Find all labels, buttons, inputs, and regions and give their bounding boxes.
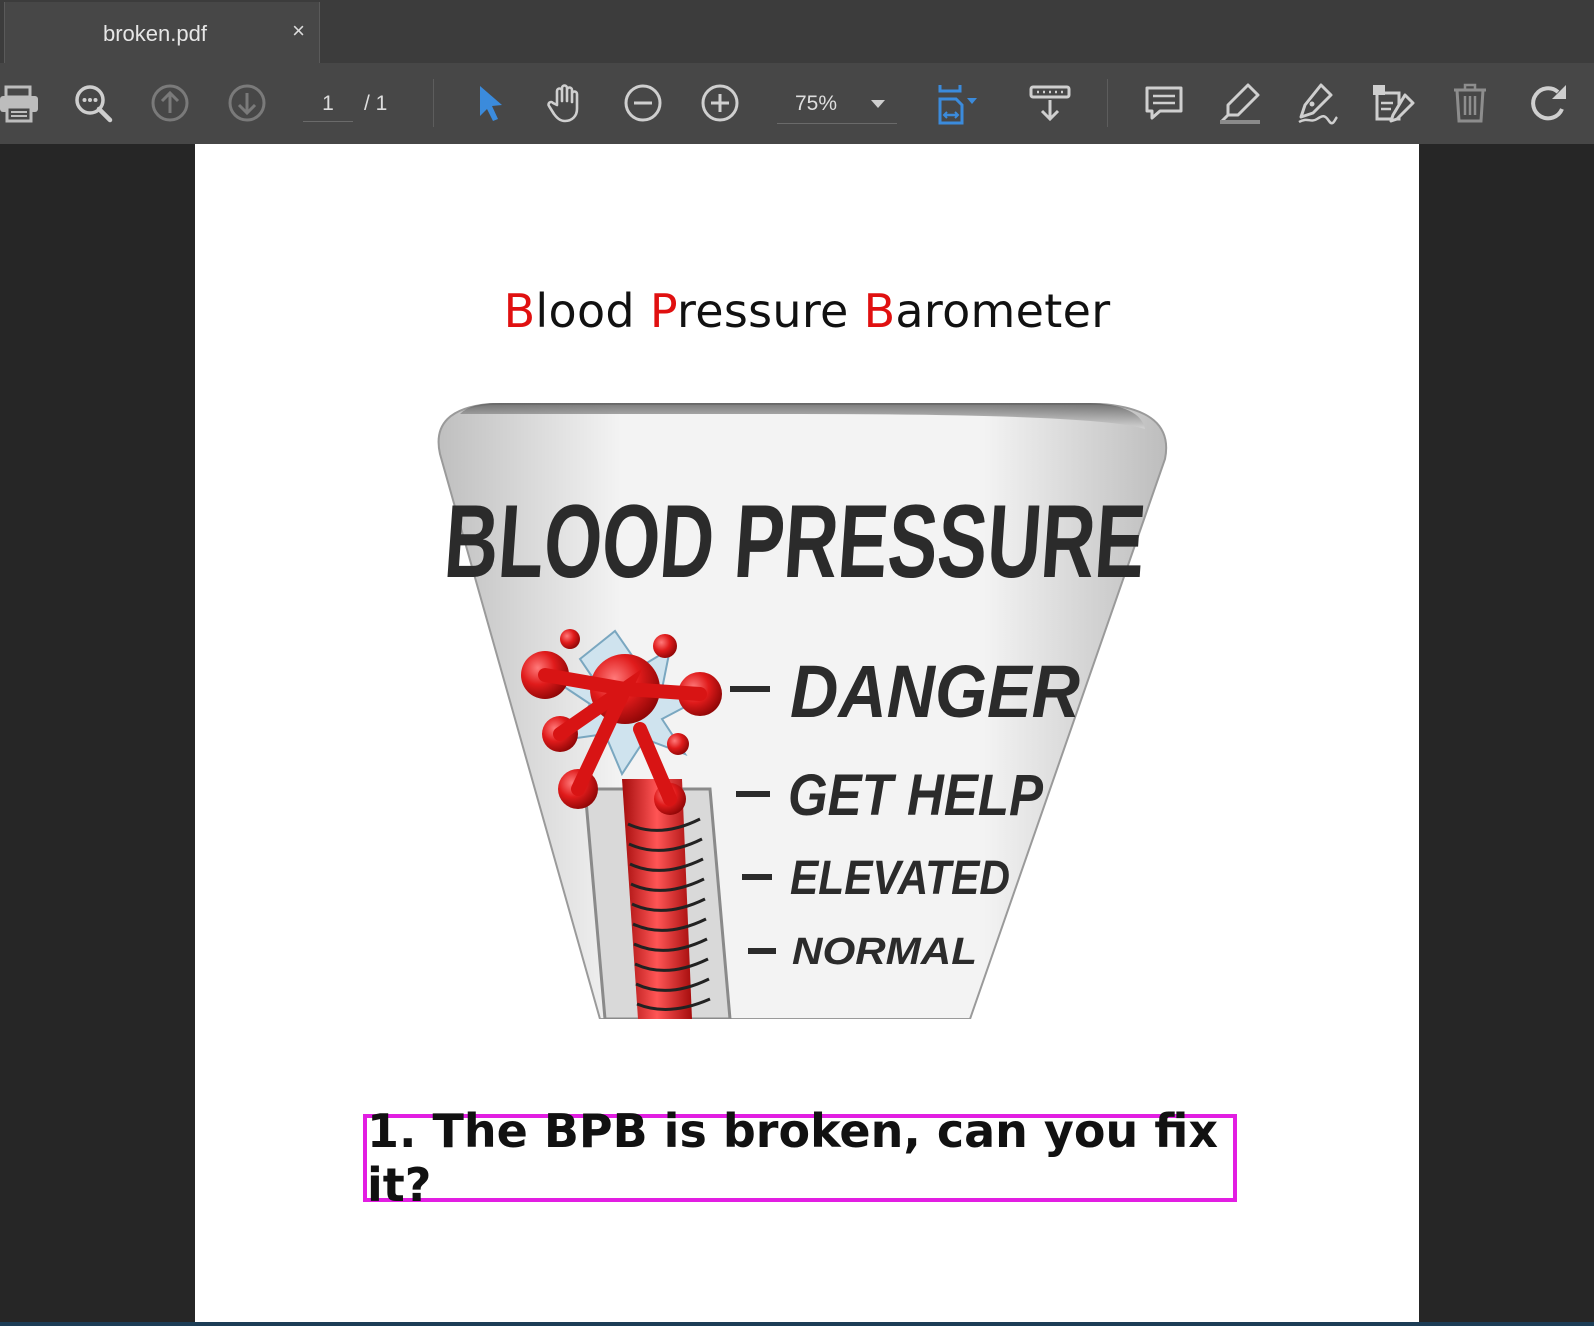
zoom-value: 75% bbox=[795, 92, 838, 115]
title-letter-b2: B bbox=[863, 284, 896, 338]
comment-icon bbox=[1145, 86, 1183, 120]
close-tab-icon[interactable]: × bbox=[292, 18, 305, 43]
title-text-lood: lood bbox=[535, 284, 650, 338]
previous-page-button[interactable] bbox=[144, 77, 196, 129]
pdf-page: Blood Pressure Barometer bbox=[195, 144, 1419, 1326]
hand-tool-button[interactable] bbox=[540, 77, 592, 129]
page-options-icon bbox=[1029, 85, 1071, 122]
delete-button[interactable] bbox=[1444, 77, 1496, 129]
level-get-help: GET HELP bbox=[788, 763, 1043, 828]
gauge-heading: BLOOD PRESSURE bbox=[441, 484, 1149, 600]
zoom-out-icon bbox=[624, 84, 662, 122]
next-page-button[interactable] bbox=[221, 77, 273, 129]
fill-form-icon bbox=[1373, 85, 1415, 123]
taskbar-edge bbox=[0, 1322, 1594, 1326]
tab-bar: broken.pdf × bbox=[0, 0, 1594, 63]
toolbar: 1 / 1 bbox=[0, 63, 1594, 144]
title-text-arometer: arometer bbox=[895, 284, 1111, 338]
highlighter-icon bbox=[1220, 83, 1260, 124]
arrow-down-circle-icon bbox=[228, 84, 266, 122]
title-letter-b: B bbox=[503, 284, 536, 338]
level-danger: DANGER bbox=[790, 650, 1080, 733]
tab-broken-pdf[interactable]: broken.pdf × bbox=[4, 2, 320, 63]
level-elevated: ELEVATED bbox=[790, 852, 1010, 905]
comment-button[interactable] bbox=[1138, 77, 1190, 129]
level-normal: NORMAL bbox=[792, 931, 977, 973]
tab-title: broken.pdf bbox=[103, 21, 207, 46]
rotate-button[interactable] bbox=[1522, 77, 1574, 129]
zoom-select[interactable]: 75% bbox=[777, 87, 897, 124]
page-number-input[interactable]: 1 bbox=[303, 87, 353, 122]
toolbar-divider bbox=[433, 79, 434, 127]
fill-form-button[interactable] bbox=[1367, 77, 1419, 129]
print-button[interactable] bbox=[0, 77, 46, 129]
arrow-up-circle-icon bbox=[151, 84, 189, 122]
highlight-button[interactable] bbox=[1214, 77, 1266, 129]
zoom-in-button[interactable] bbox=[694, 77, 746, 129]
document-viewer[interactable]: Blood Pressure Barometer bbox=[0, 144, 1594, 1326]
print-icon bbox=[0, 85, 38, 123]
sign-button[interactable] bbox=[1291, 77, 1343, 129]
title-text-ressure: ressure bbox=[677, 284, 864, 338]
page-title: Blood Pressure Barometer bbox=[195, 284, 1419, 338]
page-display-button[interactable] bbox=[1024, 77, 1076, 129]
hand-icon bbox=[547, 84, 579, 123]
rotate-icon bbox=[1531, 85, 1566, 121]
toolbar-divider bbox=[1107, 79, 1108, 127]
select-tool-button[interactable] bbox=[464, 77, 516, 129]
find-button[interactable] bbox=[67, 77, 119, 129]
zoom-out-button[interactable] bbox=[617, 77, 669, 129]
question-callout: 1. The BPB is broken, can you fix it? bbox=[363, 1104, 1237, 1212]
pen-sign-icon bbox=[1298, 83, 1338, 125]
page-total-label: / 1 bbox=[364, 92, 388, 115]
blood-pressure-thermometer-illustration: BLOOD PRESSURE bbox=[437, 403, 1168, 1019]
fit-page-icon bbox=[938, 85, 977, 125]
fit-page-button[interactable] bbox=[930, 77, 982, 129]
zoom-in-icon bbox=[701, 84, 739, 122]
find-icon bbox=[75, 85, 113, 123]
chevron-down-icon bbox=[871, 100, 885, 108]
trash-icon bbox=[1454, 83, 1486, 123]
burst-splash bbox=[521, 629, 722, 815]
cursor-arrow-icon bbox=[480, 86, 502, 121]
title-letter-p: P bbox=[649, 284, 678, 338]
